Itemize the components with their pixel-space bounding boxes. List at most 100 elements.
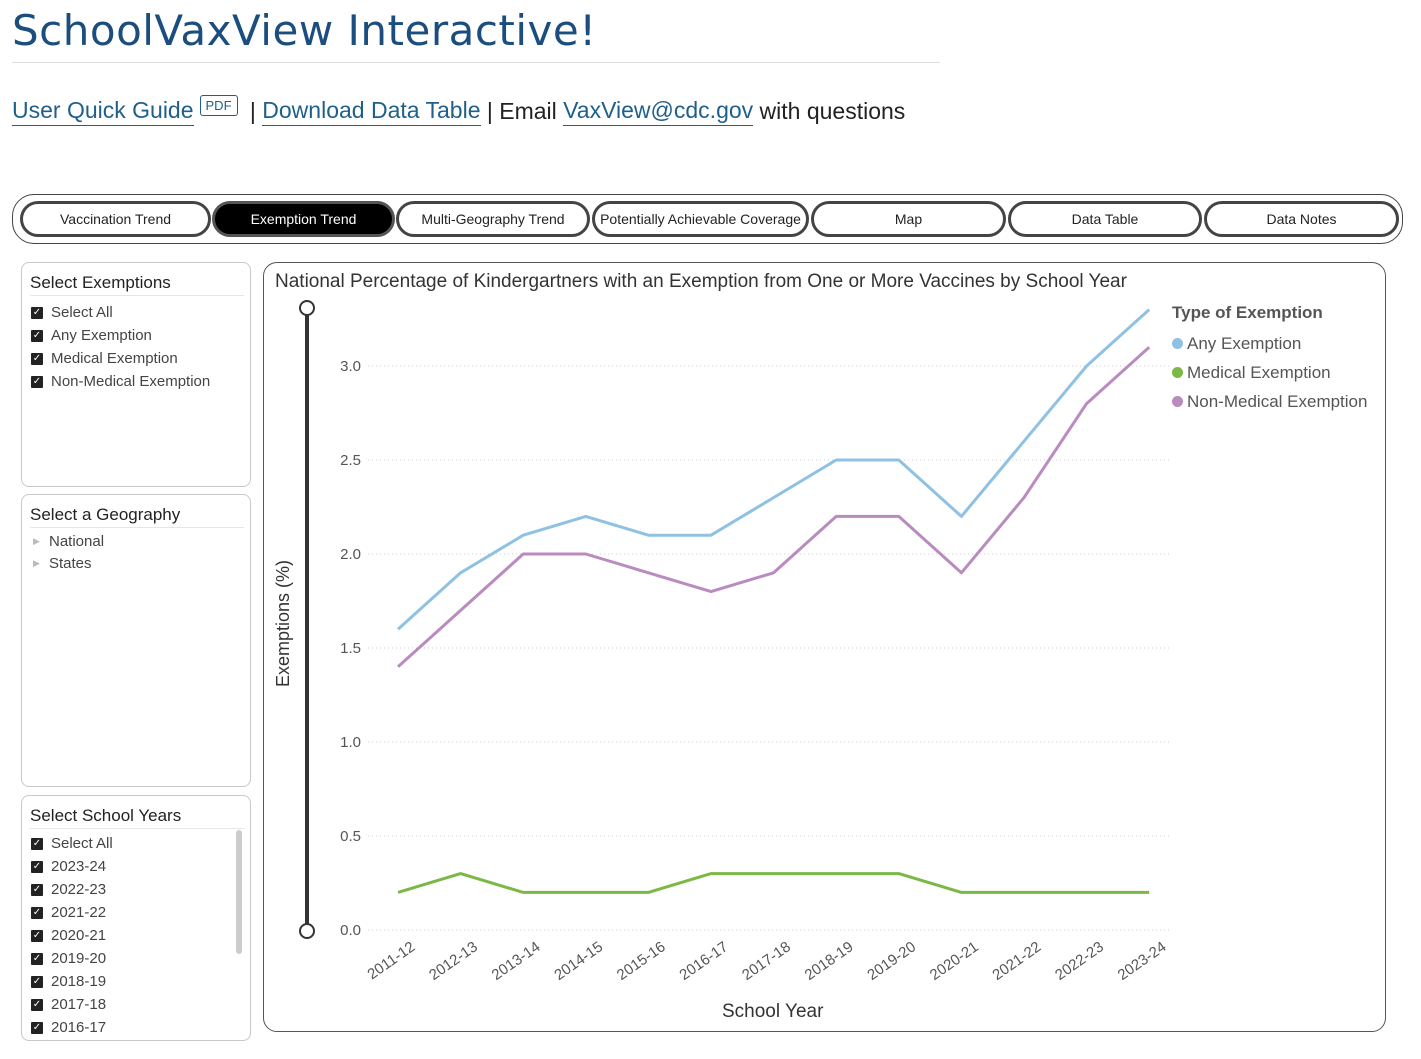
school-year-option[interactable]: ✓ 2020-21 [31,924,113,947]
exemption-option[interactable]: ✓ Any Exemption [31,324,210,347]
legend-dot-icon [1172,338,1183,349]
y-range-slider-handle-bottom[interactable] [299,923,315,939]
checkbox-checked-icon[interactable]: ✓ [31,975,43,988]
geography-filter-panel: Select a Geography ▶ National ▶ States [21,494,251,787]
option-label: 2017-18 [51,996,107,1013]
geography-filter-title: Select a Geography [30,505,244,528]
x-tick-label: 2012-13 [426,938,481,984]
email-link[interactable]: VaxView@cdc.gov [563,97,754,126]
x-tick-label: 2021-22 [989,938,1044,984]
exemption-option[interactable]: ✓ Select All [31,301,210,324]
school-year-option[interactable]: ✓ 2022-23 [31,878,113,901]
school-year-option[interactable]: ✓ 2016-17 [31,1016,113,1039]
user-quick-guide-link[interactable]: User Quick Guide [12,97,194,126]
checkbox-checked-icon[interactable]: ✓ [31,906,43,919]
line-chart: 0.0 0.5 1.0 1.5 2.0 2.5 3.0 2011-12 2012-13 2013… [299,300,1170,984]
checkbox-checked-icon[interactable]: ✓ [31,952,43,965]
checkbox-checked-icon[interactable]: ✓ [31,329,43,342]
x-tick-label: 2022-23 [1052,938,1107,984]
series-line-non-medical-exemption[interactable] [396,346,1151,668]
email-prefix-text: | Email [480,97,564,124]
tab-vaccination-trend[interactable]: Vaccination Trend [20,201,211,237]
x-tick-label: 2023-24 [1115,938,1170,984]
page-title: SchoolVaxView Interactive! [12,6,597,55]
checkbox-checked-icon[interactable]: ✓ [31,837,43,850]
y-tick-label: 1.0 [340,734,361,751]
links-row: User Quick Guide PDF | Download Data Tab… [12,94,906,127]
y-tick-label: 1.5 [340,640,361,657]
checkbox-checked-icon[interactable]: ✓ [31,883,43,896]
checkbox-checked-icon[interactable]: ✓ [31,860,43,873]
school-year-option[interactable]: ✓ 2017-18 [31,993,113,1016]
y-tick-label: 0.0 [340,922,361,939]
legend-item[interactable]: Any Exemption [1172,329,1367,358]
series-line-medical-exemption[interactable] [397,872,1150,894]
legend-dot-icon [1172,367,1183,378]
y-range-slider-handle-top[interactable] [299,300,315,316]
x-tick-label: 2016-17 [676,938,731,984]
y-tick-label: 2.0 [340,546,361,563]
tab-potentially-achievable-coverage[interactable]: Potentially Achievable Coverage [592,201,809,237]
exemption-option[interactable]: ✓ Medical Exemption [31,347,210,370]
option-label: 2020-21 [51,927,107,944]
y-tick-label: 3.0 [340,358,361,375]
legend-dot-icon [1172,396,1183,407]
option-label: 2023-24 [51,858,107,875]
checkbox-checked-icon[interactable]: ✓ [31,1021,43,1034]
exemption-option[interactable]: ✓ Non-Medical Exemption [31,370,210,393]
y-tick-label: 2.5 [340,452,361,469]
x-tick-label: 2018-19 [802,938,857,984]
option-label: 2022-23 [51,881,107,898]
chart-panel: National Percentage of Kindergartners wi… [263,262,1386,1032]
option-label: Any Exemption [51,327,152,344]
checkbox-checked-icon[interactable]: ✓ [31,352,43,365]
option-label: 2021-22 [51,904,107,921]
x-tick-label: 2019-20 [864,938,919,984]
option-label: Non-Medical Exemption [51,373,211,390]
chevron-right-icon[interactable]: ▶ [33,535,40,546]
school-years-filter-panel: Select School Years ✓ Select All ✓ 2023-24… [21,795,251,1041]
series-line-any-exemption[interactable] [396,308,1151,631]
school-year-option[interactable]: ✓ 2019-20 [31,947,113,970]
legend-label: Any Exemption [1187,333,1302,353]
school-year-option[interactable]: ✓ 2023-24 [31,855,113,878]
x-tick-label: 2020-21 [927,938,982,984]
tab-exemption-trend[interactable]: Exemption Trend [212,201,395,237]
tab-map[interactable]: Map [811,201,1006,237]
school-year-option[interactable]: ✓ Select All [31,832,113,855]
legend-label: Non-Medical Exemption [1187,391,1368,411]
x-tick-label: 2011-12 [364,938,418,983]
school-year-option[interactable]: ✓ 2021-22 [31,901,113,924]
tab-data-table[interactable]: Data Table [1008,201,1202,237]
legend-label: Medical Exemption [1187,362,1331,382]
email-suffix-text: with questions [753,97,906,124]
checkbox-checked-icon[interactable]: ✓ [31,929,43,942]
option-label: 2016-17 [51,1019,107,1036]
x-tick-label: 2015-16 [614,938,669,984]
chart-legend: Type of Exemption Any Exemption Medical … [1172,303,1367,416]
legend-item[interactable]: Non-Medical Exemption [1172,387,1367,416]
option-label: 2018-19 [51,973,107,990]
option-label: National [49,532,105,550]
option-label: Select All [51,304,113,321]
title-divider [12,62,940,63]
option-label: States [49,554,92,572]
list-scrollbar[interactable] [236,830,242,954]
tab-bar: Vaccination Trend Exemption Trend Multi-… [12,194,1403,244]
pdf-badge[interactable]: PDF [199,94,238,116]
tab-data-notes[interactable]: Data Notes [1204,201,1399,237]
checkbox-checked-icon[interactable]: ✓ [31,998,43,1011]
geography-option-national[interactable]: ▶ National [31,530,104,552]
x-axis-label: School Year [722,1001,824,1022]
option-label: Medical Exemption [51,350,178,367]
checkbox-checked-icon[interactable]: ✓ [31,306,43,319]
checkbox-checked-icon[interactable]: ✓ [31,375,43,388]
chevron-right-icon[interactable]: ▶ [33,557,40,568]
geography-option-states[interactable]: ▶ States [31,552,104,574]
legend-title: Type of Exemption [1172,303,1323,322]
school-year-option[interactable]: ✓ 2018-19 [31,970,113,993]
tab-multi-geography-trend[interactable]: Multi-Geography Trend [396,201,590,237]
legend-item[interactable]: Medical Exemption [1172,358,1367,387]
option-label: 2019-20 [51,950,107,967]
download-data-table-link[interactable]: Download Data Table [262,97,481,126]
